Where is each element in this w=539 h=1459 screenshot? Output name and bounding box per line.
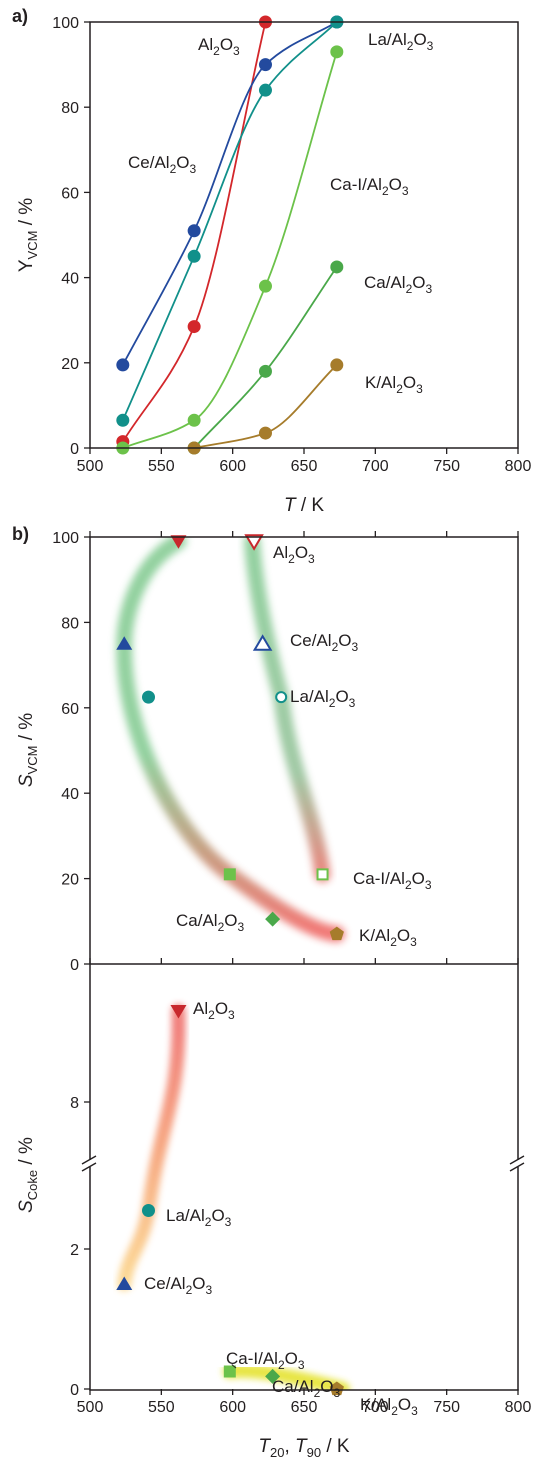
panel-a-y-tick-label: 100: [52, 15, 79, 32]
panel-b-x-tick-label: 700: [362, 1399, 389, 1416]
data-point: [330, 358, 344, 372]
panel-b-bottom-y-tick-label: 2: [70, 1242, 79, 1259]
data-point: [187, 249, 201, 263]
marker-pentagon: [329, 1381, 344, 1396]
data-point: [116, 358, 130, 372]
point-label-bottom-1: La/Al2O3: [166, 1206, 232, 1229]
panel-b-top-y-axis-label: SVCM / %: [16, 713, 40, 787]
panel-b-top-y-tick-label: 60: [61, 701, 79, 718]
point-label-bottom-2: Ce/Al2O3: [144, 1274, 213, 1297]
panel-b: 0 20 40 60 80 100 500 550 600 650 700 750 800 0 2 8 Al2…: [16, 530, 531, 1459]
panel-b-x-tick-label: 600: [219, 1399, 246, 1416]
marker-triangle-down: [170, 535, 187, 549]
data-point: [258, 279, 272, 293]
series-line-1: [122, 22, 338, 366]
point-label-top-1: Al2O3: [273, 543, 315, 566]
point-label-top-8: Ca/Al2O3: [176, 911, 245, 934]
panel-a-x-tick-label: 550: [148, 458, 175, 475]
series-line-4: [193, 266, 338, 448]
panel-a-y-tick-label: 0: [70, 441, 79, 458]
series-line-2: [121, 22, 338, 421]
series-line-3: [122, 51, 338, 448]
panel-b-top-y-tick-label: 0: [70, 957, 79, 974]
point-label-top-5: La/Al2O3: [290, 687, 356, 710]
data-point: [258, 58, 272, 72]
point-label-bottom-5: K/Al2O3: [360, 1395, 418, 1418]
series-label-0: Al2O3: [198, 35, 240, 58]
marker-square: [223, 1365, 236, 1378]
panel-b-x-axis-label: T20, T90 / K: [258, 1436, 350, 1459]
panel-a-frame: [89, 21, 519, 449]
series-label-4: Ca/Al2O3: [364, 273, 433, 296]
panel-a-x-tick-label: 600: [219, 458, 246, 475]
axis-break-right: [509, 1155, 526, 1172]
panel-a-y-tick-label: 60: [61, 185, 79, 202]
panel-b-bottom-y-tick-label: 0: [70, 1382, 79, 1399]
marker-square: [223, 868, 236, 881]
panel-b-x-tick-label: 650: [291, 1399, 318, 1416]
panel-a-x-tick-label: 750: [433, 458, 460, 475]
data-point: [330, 45, 344, 59]
marker-triangle-down: [244, 534, 264, 551]
data-point: [330, 260, 344, 274]
axis-break-left: [81, 1155, 98, 1172]
data-point: [187, 224, 201, 238]
point-label-top-9: K/Al2O3: [359, 926, 417, 949]
series-label-2: Ce/Al2O3: [128, 153, 197, 176]
series-label-3: Ca-I/Al2O3: [330, 175, 409, 198]
panel-b-top-y-tick-label: 40: [61, 786, 79, 803]
marker-triangle: [116, 1276, 133, 1290]
leader-line: [231, 1364, 237, 1369]
point-label-bottom-3: Ca-I/Al2O3: [226, 1349, 305, 1372]
marker-circle: [275, 691, 288, 704]
panel-a-x-tick-label: 700: [362, 458, 389, 475]
panel-b-x-tick-label: 750: [433, 1399, 460, 1416]
panel-b-top-y-tick-label: 100: [52, 530, 79, 547]
series-line-0: [122, 22, 267, 443]
series-label-5: K/Al2O3: [365, 373, 423, 396]
panel-b-bottom-y-tick-label: 8: [70, 1095, 79, 1112]
marker-diamond: [265, 911, 281, 927]
panel-b-top-y-tick-label: 20: [61, 872, 79, 889]
panel-b-x-tick-label: 500: [77, 1399, 104, 1416]
panel-a-y-tick-label: 20: [61, 356, 79, 373]
series-label-1: La/Al2O3: [368, 30, 434, 53]
panel-label-a: a): [12, 6, 28, 26]
trend-band-t90: [244, 537, 331, 883]
marker-pentagon: [329, 926, 344, 941]
panel-b-bottom-y-axis-label: SCoke / %: [16, 1137, 40, 1213]
panel-a-x-tick-label: 650: [291, 458, 318, 475]
data-point: [258, 83, 272, 97]
marker-triangle: [116, 636, 133, 650]
point-label-top-3: Ce/Al2O3: [290, 631, 359, 654]
panel-b-top-y-tick-label: 80: [61, 615, 79, 632]
panel-a-x-axis-label: T / K: [284, 495, 324, 516]
panel-a-x-tick-label: 800: [505, 458, 532, 475]
data-point: [258, 426, 272, 440]
point-label-top-7: Ca-I/Al2O3: [353, 869, 432, 892]
data-point: [258, 364, 272, 378]
marker-diamond: [265, 1368, 281, 1384]
panel-label-b: b): [12, 524, 29, 544]
panel-a-y-tick-label: 80: [61, 100, 79, 117]
panel-a: 500 550 600 650 700 750 800 0 20 40 60 80 100 Al2O3 L…: [16, 15, 531, 516]
point-label-bottom-4: Ca/Al2O3: [272, 1377, 341, 1400]
trend-band-coke: [117, 1004, 186, 1291]
panel-a-y-tick-label: 40: [61, 271, 79, 288]
data-point: [187, 320, 201, 334]
point-label-bottom-0: Al2O3: [193, 999, 235, 1022]
data-point: [116, 413, 130, 427]
marker-circle: [141, 690, 155, 704]
panel-a-x-tick-label: 500: [77, 458, 104, 475]
marker-triangle-down: [170, 1005, 187, 1019]
panel-a-y-axis-label: YVCM / %: [16, 198, 40, 272]
marker-triangle: [252, 634, 273, 651]
data-point: [187, 413, 201, 427]
panel-b-x-tick-label: 550: [148, 1399, 175, 1416]
panel-b-x-tick-label: 800: [505, 1399, 532, 1416]
trend-band-t20: [116, 537, 345, 943]
marker-square: [316, 868, 329, 881]
marker-circle: [141, 1204, 155, 1217]
